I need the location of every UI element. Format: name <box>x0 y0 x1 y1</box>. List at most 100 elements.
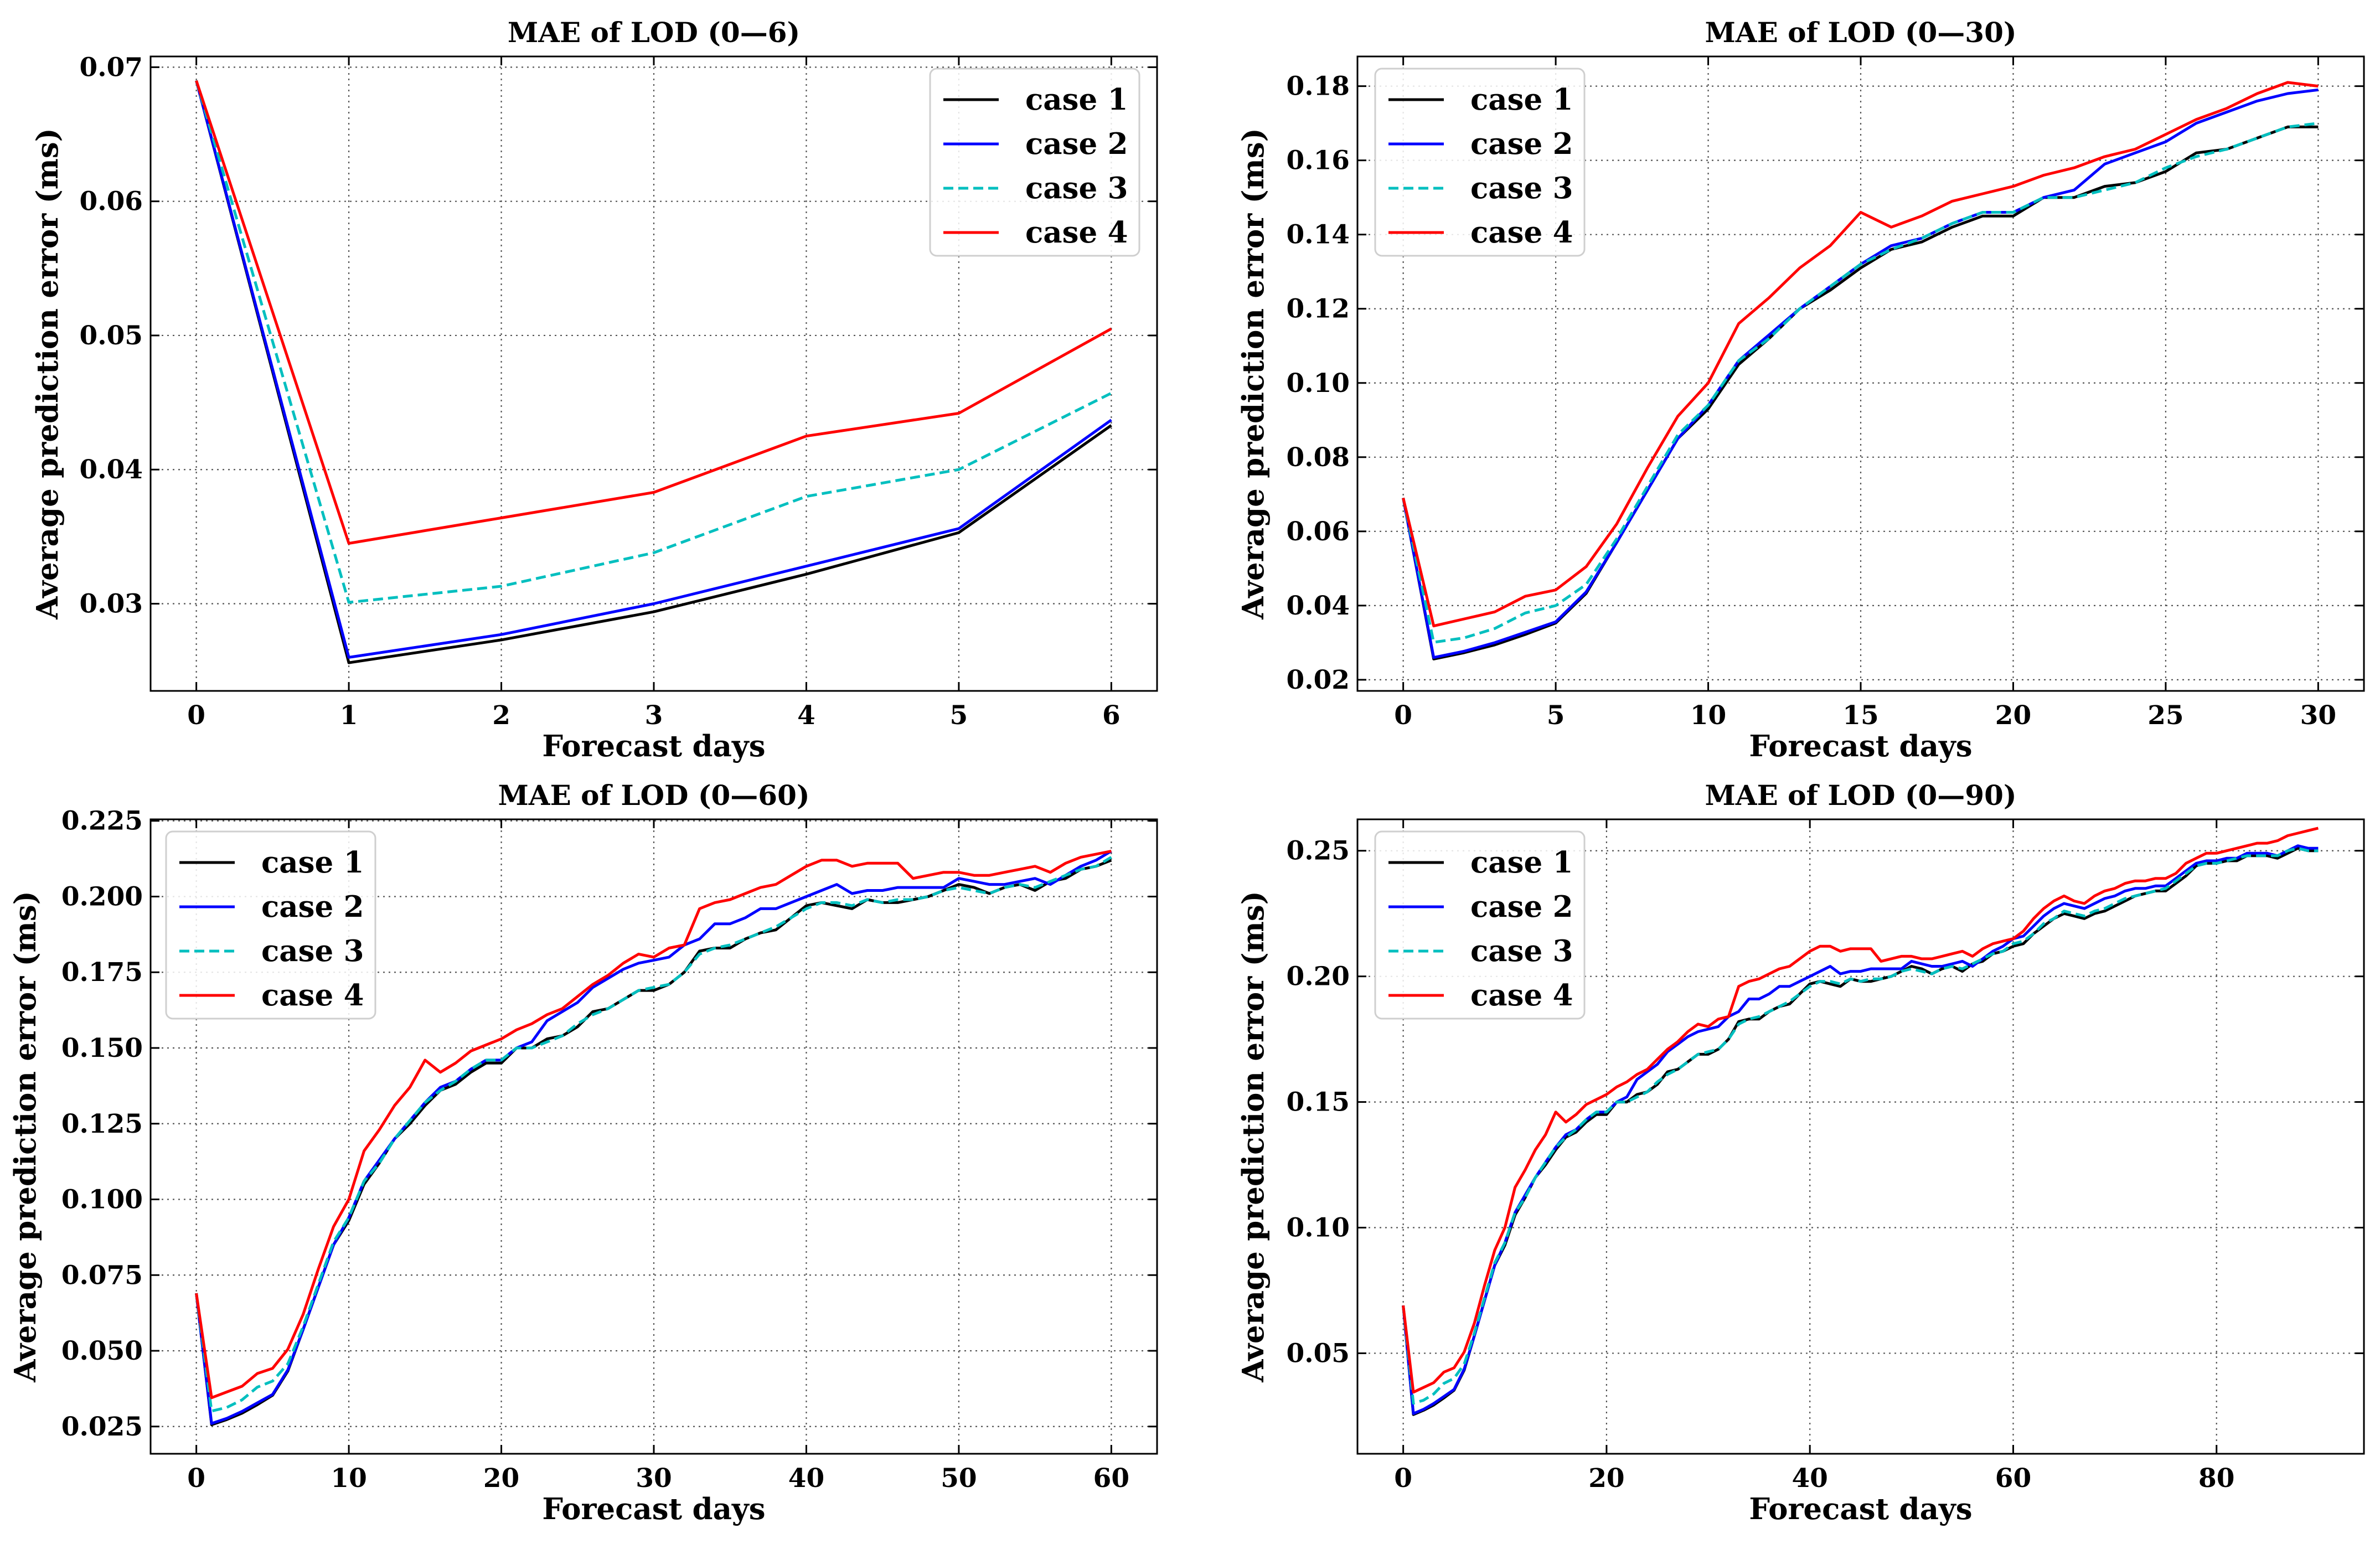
y-tick-label: 0.02 <box>1287 665 1350 695</box>
y-tick-label: 0.075 <box>61 1260 143 1290</box>
x-tick-label: 0 <box>1394 700 1412 731</box>
y-axis-label: Average prediction error (ms) <box>30 128 65 619</box>
x-tick-label: 25 <box>2147 700 2183 731</box>
legend-label: case 1 <box>1470 845 1573 880</box>
legend-label: case 4 <box>1470 978 1573 1013</box>
y-tick-label: 0.225 <box>61 806 143 836</box>
series-group <box>1402 81 2319 660</box>
y-tick-label: 0.150 <box>61 1033 143 1063</box>
x-axis-label: Forecast days <box>1749 729 1972 763</box>
y-tick-label: 0.175 <box>61 957 143 988</box>
x-tick-label: 10 <box>331 1463 366 1494</box>
legend-label: case 2 <box>1025 127 1128 161</box>
chart-panel-2: 0 5 10 15 20 25 30 0.02 0.04 0.06 0.08 0.10 0.12 0.14… <box>1236 16 2365 763</box>
x-tick-label: 80 <box>2198 1463 2234 1494</box>
x-tick-label: 4 <box>797 700 815 731</box>
x-tick-label: 60 <box>1093 1463 1129 1494</box>
x-tick-label: 5 <box>950 700 968 731</box>
series-line-case-1 <box>195 859 1112 1426</box>
series-line-case-1 <box>195 80 1112 664</box>
x-tick-label: 0 <box>187 1463 205 1494</box>
y-tick-label: 0.25 <box>1287 836 1350 866</box>
legend: case 1 case 2 case 3 case 4 <box>165 830 376 1020</box>
legend: case 1 case 2 case 3 case 4 <box>1374 68 1586 257</box>
series-line-case-3 <box>195 856 1112 1413</box>
y-tick-label: 0.050 <box>61 1336 143 1366</box>
series-group <box>195 849 1112 1426</box>
legend-label: case 3 <box>261 934 364 968</box>
x-tick-label: 30 <box>2300 700 2336 731</box>
chart-title: MAE of LOD (0—90) <box>1705 779 2016 812</box>
legend-frame <box>1374 68 1586 257</box>
y-tick-label: 0.15 <box>1287 1087 1350 1118</box>
chart-title: MAE of LOD (0—60) <box>498 779 809 812</box>
y-tick-label: 0.100 <box>61 1185 143 1215</box>
x-tick-label: 20 <box>483 1463 519 1494</box>
y-tick-label: 0.20 <box>1287 962 1350 992</box>
y-tick-label: 0.16 <box>1287 146 1350 176</box>
x-tick-label: 20 <box>1995 700 2031 731</box>
legend-label: case 4 <box>1025 215 1128 250</box>
series-line-case-4 <box>1402 81 2319 628</box>
legend-label: case 3 <box>1025 171 1128 205</box>
y-tick-label: 0.12 <box>1287 294 1350 324</box>
series-line-case-2 <box>195 80 1112 659</box>
x-tick-label: 10 <box>1690 700 1726 731</box>
chart-panel-1: 0 1 2 3 4 5 6 0.03 0.04 0.05 0.06 0.07 MAE of LOD (0… <box>30 16 1158 763</box>
y-axis-label: Average prediction error (ms) <box>8 891 43 1382</box>
x-axis-label: Forecast days <box>542 1492 765 1526</box>
series-line-case-2 <box>1402 844 2319 1415</box>
series-line-case-3 <box>1402 122 2319 644</box>
y-tick-label: 0.06 <box>80 187 143 217</box>
y-tick-label: 0.025 <box>61 1412 143 1442</box>
x-tick-label: 1 <box>340 700 358 731</box>
legend-label: case 3 <box>1470 934 1573 968</box>
y-tick-label: 0.10 <box>1287 368 1350 399</box>
y-tick-label: 0.04 <box>80 455 143 485</box>
legend-frame <box>929 68 1140 257</box>
y-tick-label: 0.04 <box>1287 591 1350 621</box>
legend-label: case 1 <box>1470 82 1573 117</box>
legend-frame <box>1374 830 1586 1020</box>
series-group <box>195 80 1112 664</box>
legend-label: case 4 <box>261 978 364 1013</box>
y-tick-label: 0.125 <box>61 1109 143 1139</box>
y-tick-label: 0.14 <box>1287 220 1350 250</box>
legend: case 1 case 2 case 3 case 4 <box>929 68 1140 257</box>
plot-frame <box>1356 818 2365 1455</box>
chart-title: MAE of LOD (0—6) <box>508 16 800 49</box>
y-axis-label: Average prediction error (ms) <box>1236 891 1271 1382</box>
x-axis-label: Forecast days <box>542 729 765 763</box>
x-tick-label: 2 <box>492 700 510 731</box>
y-axis-label: Average prediction error (ms) <box>1236 128 1271 619</box>
y-tick-label: 0.07 <box>80 52 143 82</box>
y-tick-label: 0.08 <box>1287 442 1350 473</box>
x-tick-label: 5 <box>1547 700 1565 731</box>
x-tick-label: 50 <box>941 1463 977 1494</box>
chart-panel-4: 0 20 40 60 80 0.05 0.10 0.15 0.20 0.25 MAE of LOD … <box>1236 779 2365 1526</box>
series-line-case-2 <box>195 850 1112 1425</box>
legend-label: case 2 <box>1470 890 1573 924</box>
x-tick-label: 15 <box>1842 700 1878 731</box>
y-tick-label: 0.06 <box>1287 517 1350 547</box>
series-line-case-3 <box>195 80 1112 604</box>
legend-label: case 1 <box>1025 82 1128 117</box>
series-line-case-4 <box>1402 827 2319 1394</box>
legend-label: case 1 <box>261 845 364 880</box>
y-tick-label: 0.05 <box>1287 1338 1350 1369</box>
y-tick-label: 0.03 <box>80 589 143 619</box>
x-tick-label: 20 <box>1588 1463 1624 1494</box>
x-tick-label: 0 <box>187 700 205 731</box>
series-line-case-4 <box>195 849 1112 1400</box>
series-line-case-4 <box>195 80 1112 545</box>
legend-label: case 4 <box>1470 215 1573 250</box>
chart-panel-3: 0 10 20 30 40 50 60 0.025 0.050 0.075 0.100 0.125 0.… <box>8 779 1158 1526</box>
legend-label: case 2 <box>1470 127 1573 161</box>
series-line-case-3 <box>1402 846 2319 1405</box>
y-tick-label: 0.18 <box>1287 71 1350 102</box>
chart-title: MAE of LOD (0—30) <box>1705 16 2016 49</box>
y-tick-label: 0.200 <box>61 881 143 912</box>
x-tick-label: 6 <box>1102 700 1121 731</box>
